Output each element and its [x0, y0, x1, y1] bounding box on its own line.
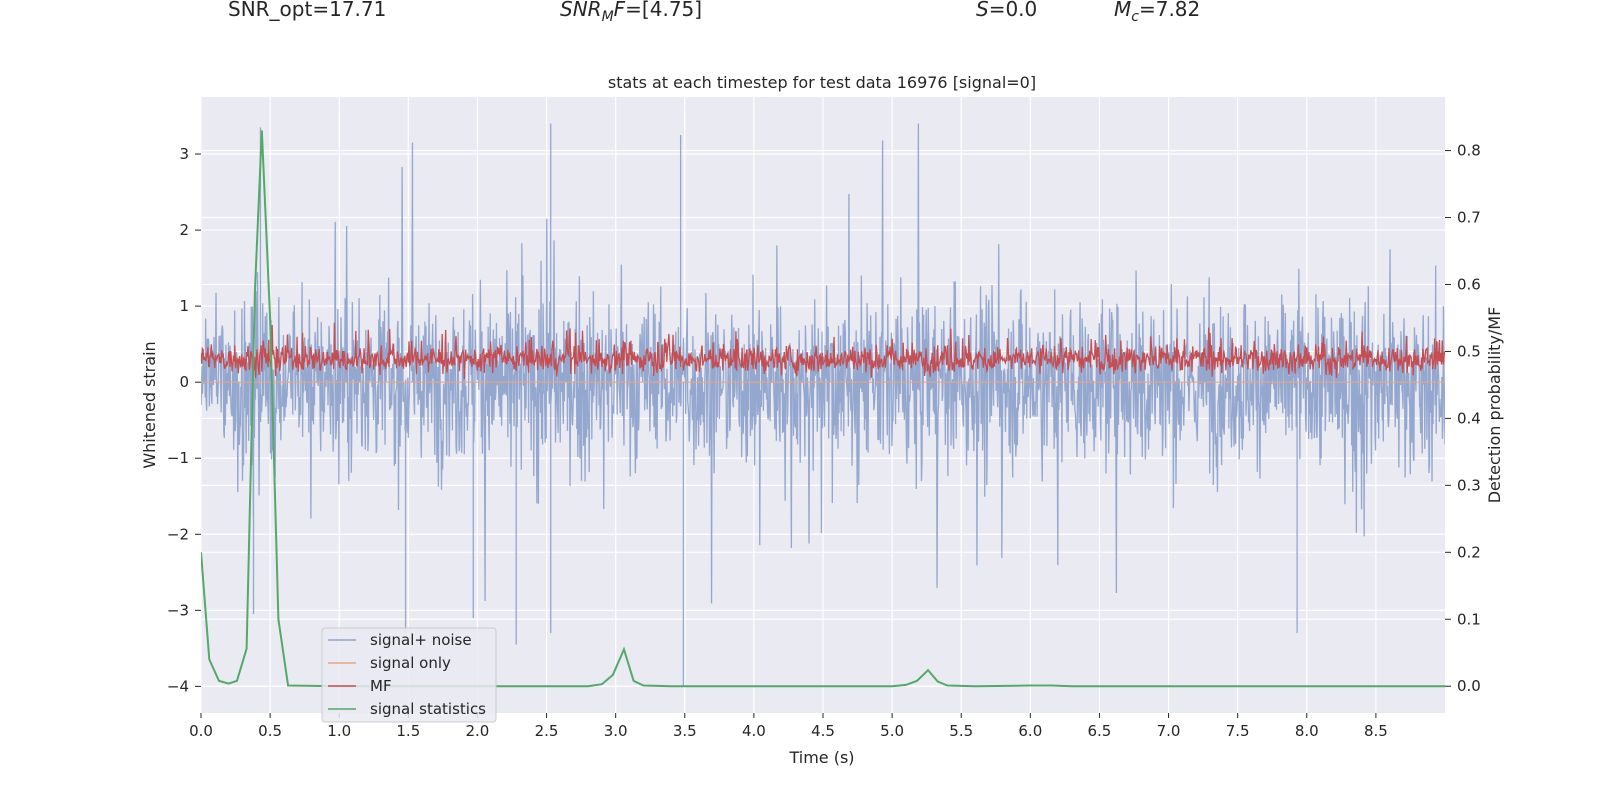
series-signal-statistics	[201, 130, 1445, 688]
x-tick-label-4: 2.0	[466, 722, 490, 740]
chart-title: stats at each timestep for test data 169…	[608, 73, 1036, 92]
y2-tick-label-5: 0.3	[1457, 476, 1481, 494]
x-tick-label-16: 8.0	[1295, 722, 1319, 740]
y2-tick-label-7: 0.1	[1457, 610, 1481, 628]
header-snr-mf-subscript: M	[602, 9, 614, 25]
y2-tick-label-4: 0.4	[1457, 409, 1481, 427]
y-tick-label-5: −2	[167, 525, 189, 543]
y2-tick-label-6: 0.2	[1457, 543, 1481, 561]
x-tick-label-3: 1.5	[396, 722, 420, 740]
series-signal-statistics-line	[201, 130, 1445, 688]
x-tick-label-6: 3.0	[604, 722, 628, 740]
y2-tick-label-2: 0.6	[1457, 275, 1481, 293]
header-snr-mf-symbol: SNR	[560, 0, 602, 21]
x-tick-label-14: 7.0	[1157, 722, 1181, 740]
x-tick-label-7: 3.5	[673, 722, 697, 740]
header-s-symbol: S	[976, 0, 989, 21]
x-tick-label-8: 4.0	[742, 722, 766, 740]
legend-label-mf: MF	[370, 677, 392, 695]
x-tick-label-10: 5.0	[880, 722, 904, 740]
x-tick-label-1: 0.5	[258, 722, 282, 740]
x-axis-label: Time (s)	[788, 748, 854, 767]
header-mc-symbol: M	[1114, 0, 1131, 21]
x-axis-ticks: 0.0 0.5 1.0 1.5 2.0 2.5 3.0 3.5 4.0 4.5 5.0 5.5 6.0 6…	[189, 713, 1388, 740]
y2-tick-label-3: 0.5	[1457, 342, 1481, 360]
legend-label-signal-noise: signal+ noise	[370, 631, 472, 649]
x-tick-label-17: 8.5	[1364, 722, 1388, 740]
y-tick-label-7: −4	[167, 677, 189, 695]
header-mc-value: =7.82	[1139, 0, 1200, 21]
x-tick-label-12: 6.0	[1018, 722, 1042, 740]
header-s-value: =0.0	[989, 0, 1038, 21]
y2-tick-label-1: 0.7	[1457, 209, 1481, 227]
y-tick-label-1: 2	[179, 221, 189, 239]
y-tick-label-6: −3	[167, 601, 189, 619]
y-axis-label: Whitened strain	[140, 341, 159, 468]
legend-label-signal-only: signal only	[370, 654, 451, 672]
y2-tick-label-8: 0.0	[1457, 677, 1481, 695]
header-snr-opt: SNR_opt=17.71	[228, 0, 386, 21]
y2-axis-label: Detection probability/MF	[1485, 307, 1504, 504]
y-axis-ticks: 3 2 1 0 −1 −2 −3 −4	[167, 145, 201, 695]
header-snr-mf: SNRMF=[4.75]	[560, 0, 702, 25]
x-tick-label-5: 2.5	[535, 722, 559, 740]
x-tick-label-13: 6.5	[1088, 722, 1112, 740]
header-snr-opt-value: 17.71	[329, 0, 386, 21]
x-tick-label-11: 5.5	[949, 722, 973, 740]
header-mc: Mc=7.82	[1114, 0, 1200, 25]
header-snr-opt-label: SNR_opt=	[228, 0, 329, 21]
y2-axis-ticks: 0.8 0.7 0.6 0.5 0.4 0.3 0.2 0.1 0.0	[1445, 142, 1481, 695]
x-tick-label-2: 1.0	[327, 722, 351, 740]
series-mf-line	[201, 322, 1445, 380]
header-mc-subscript: c	[1131, 9, 1139, 25]
y-tick-label-3: 0	[179, 373, 189, 391]
header-s: S=0.0	[976, 0, 1037, 21]
x-tick-label-9: 4.5	[811, 722, 835, 740]
x-tick-label-0: 0.0	[189, 722, 213, 740]
y-tick-label-4: −1	[167, 449, 189, 467]
x-tick-label-15: 7.5	[1226, 722, 1250, 740]
y2-tick-label-0: 0.8	[1457, 142, 1481, 160]
series-mf	[201, 322, 1445, 380]
legend: signal+ noise signal only MF signal stat…	[321, 627, 497, 723]
header-snr-mf-symbol2: F	[614, 0, 626, 21]
legend-box	[321, 627, 497, 723]
y-tick-label-0: 3	[179, 145, 189, 163]
y-tick-label-2: 1	[179, 297, 189, 315]
plot-series	[201, 123, 1445, 688]
header-snr-mf-value: =[4.75]	[625, 0, 702, 21]
legend-label-signal-statistics: signal statistics	[370, 700, 486, 718]
